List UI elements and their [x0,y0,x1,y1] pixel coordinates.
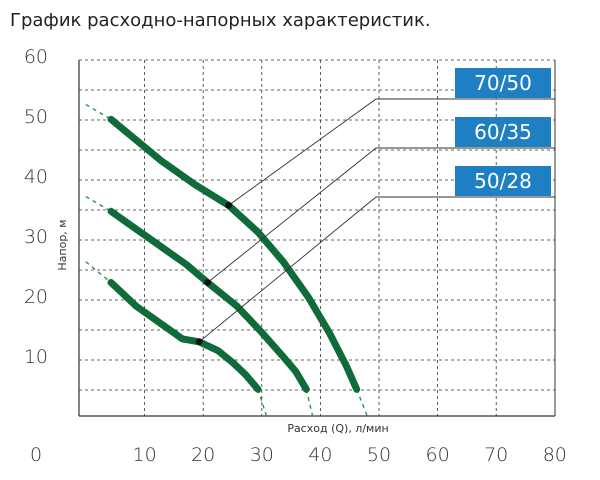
curve-extension-start [85,103,112,120]
series-line [107,115,361,393]
y-tick-label: 20 [24,286,48,308]
y-axis-label: Напор, м [56,219,69,270]
y-tick-label: 50 [24,106,48,128]
legend-leader-lines [195,98,555,346]
x-tick-label: 0 [30,444,42,466]
performance-curves [107,115,361,393]
curve-extension-end [356,389,368,417]
legend-label: 70/50 [474,71,532,95]
legend-label: 60/35 [474,120,532,144]
y-tick-label: 10 [24,346,48,368]
curve-extension-start [85,195,112,212]
y-tick-label: 30 [24,226,48,248]
leader-line [198,196,555,343]
x-axis-label: Расход (Q), л/мин [287,422,388,435]
y-tick-label: 60 [24,46,48,68]
series-marker [195,338,203,346]
x-tick-label: 80 [543,444,567,466]
leader-line [207,147,555,283]
grid [78,59,556,417]
curve-extension-end [257,389,268,417]
x-tick-label: 70 [484,444,508,466]
legend-box [455,166,551,196]
axis-ticks: 0 10 20 30 40 50 60 70 80 10 20 30 40 50 60 [24,46,567,466]
legend-box [455,117,551,147]
legend: 70/50 60/35 50/28 [455,68,551,196]
x-tick-label: 60 [426,444,450,466]
legend-box [455,68,551,98]
curve-extension-start [85,261,112,284]
y-tick-label: 40 [24,166,48,188]
x-tick-label: 50 [367,444,391,466]
x-tick-label: 30 [250,444,274,466]
series-marker [204,279,212,286]
leader-line [228,98,555,206]
series-line [107,207,310,393]
chart-title: График расходно-напорных характеристик. [10,10,431,31]
x-tick-label: 20 [191,444,215,466]
curve-extensions [85,103,368,417]
legend-label: 50/28 [474,169,532,193]
curve-extension-end [305,389,314,417]
series-marker [225,201,233,209]
x-tick-label: 10 [133,444,157,466]
series-line [107,279,262,393]
x-tick-label: 40 [308,444,332,466]
